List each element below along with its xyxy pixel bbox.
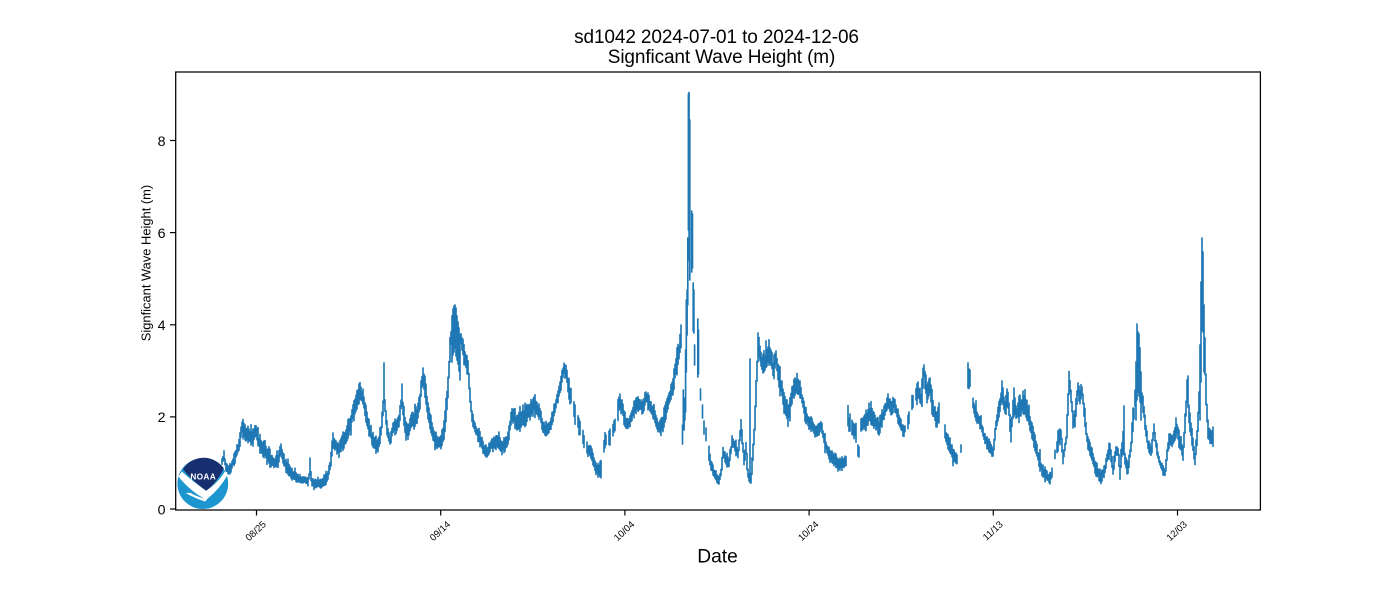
svg-text:Signficant Wave Height (m): Signficant Wave Height (m) xyxy=(608,47,835,68)
svg-text:2: 2 xyxy=(158,410,166,426)
svg-text:08/25: 08/25 xyxy=(244,519,269,543)
svg-text:4: 4 xyxy=(158,318,166,334)
svg-text:11/13: 11/13 xyxy=(981,519,1006,543)
svg-text:0: 0 xyxy=(158,502,166,518)
svg-text:8: 8 xyxy=(158,134,166,150)
svg-text:6: 6 xyxy=(158,226,166,242)
svg-text:10/24: 10/24 xyxy=(796,519,822,544)
svg-text:12/03: 12/03 xyxy=(1165,519,1190,543)
svg-text:NOAA: NOAA xyxy=(190,471,216,481)
svg-text:09/14: 09/14 xyxy=(428,519,454,544)
svg-text:sd1042 2024-07-01 to 2024-12-0: sd1042 2024-07-01 to 2024-12-06 xyxy=(574,27,859,48)
svg-text:10/04: 10/04 xyxy=(612,519,638,544)
svg-text:Date: Date xyxy=(697,547,738,568)
svg-text:Signficant Wave Height (m): Signficant Wave Height (m) xyxy=(139,185,154,341)
